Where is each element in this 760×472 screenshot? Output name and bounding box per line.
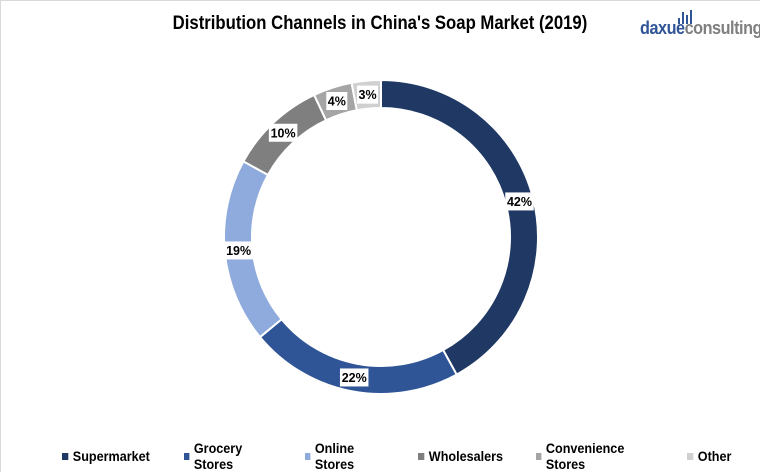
legend: Supermarket Grocery Stores Online Stores Wh… xyxy=(62,440,760,472)
data-label-box xyxy=(339,368,369,387)
legend-item: Grocery Stores xyxy=(183,440,272,472)
slice-supermarket xyxy=(380,78,539,376)
data-label: 3% xyxy=(357,85,379,104)
logo-bars-icon xyxy=(678,6,694,24)
legend-item: Supermarket xyxy=(62,440,150,472)
data-label-box xyxy=(505,192,534,211)
data-label-text: 22% xyxy=(342,371,367,385)
data-label: 4% xyxy=(326,91,348,110)
legend-label: Supermarket xyxy=(72,448,150,464)
legend-label: Grocery Stores xyxy=(193,440,242,472)
data-label: 22% xyxy=(339,368,369,387)
legend-swatch xyxy=(417,452,425,460)
legend-label: Other xyxy=(697,448,732,464)
legend-label: Online Stores xyxy=(314,440,355,472)
data-label-box xyxy=(326,91,348,110)
data-label-text: 42% xyxy=(507,195,532,209)
data-label-text: 19% xyxy=(226,244,251,258)
data-label-text: 4% xyxy=(328,94,346,108)
daxue-consulting-logo: daxueconsulting xyxy=(640,6,760,42)
legend-swatch xyxy=(536,452,542,460)
legend-swatch xyxy=(686,452,693,460)
legend-swatch xyxy=(62,452,69,460)
data-label: 42% xyxy=(505,192,534,211)
data-label: 19% xyxy=(224,241,253,260)
data-label: 10% xyxy=(268,123,298,142)
data-label-text: 10% xyxy=(271,126,296,140)
data-label-text: 3% xyxy=(359,88,377,102)
data-label-box xyxy=(224,241,253,260)
data-label-box xyxy=(268,123,298,142)
legend-label: Convenience Stores xyxy=(546,440,625,472)
legend-swatch xyxy=(305,452,311,460)
data-label-box xyxy=(357,85,379,104)
legend-item: Wholesalers xyxy=(417,440,503,472)
legend-label: Wholesalers xyxy=(428,448,503,464)
legend-item: Online Stores xyxy=(305,440,385,472)
legend-item: Convenience Stores xyxy=(536,440,650,472)
chart-title: Distribution Channels in China's Soap Ma… xyxy=(172,13,588,34)
legend-item: Other xyxy=(686,440,732,472)
legend-swatch xyxy=(183,452,189,460)
